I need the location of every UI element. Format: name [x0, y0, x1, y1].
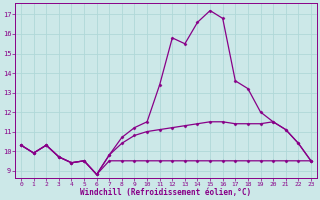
X-axis label: Windchill (Refroidissement éolien,°C): Windchill (Refroidissement éolien,°C): [80, 188, 252, 197]
